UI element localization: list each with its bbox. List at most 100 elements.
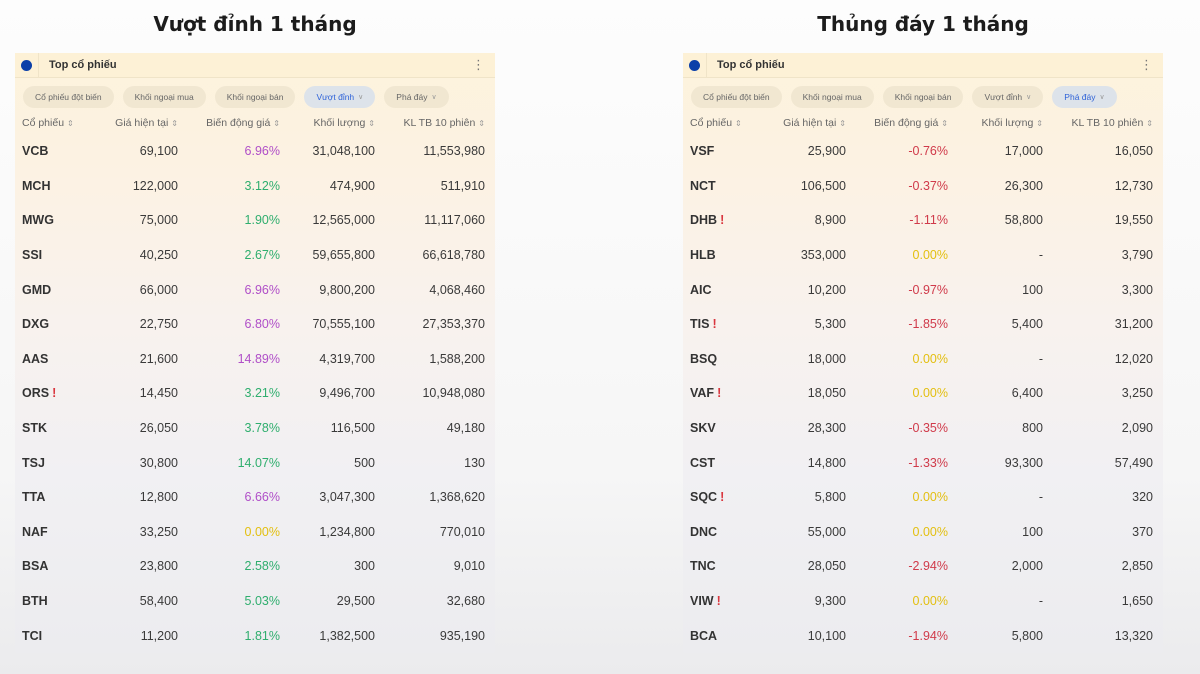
column-header[interactable]: Biến động giá ⇕ <box>874 117 948 129</box>
ticker-cell[interactable]: BSQ <box>683 352 758 366</box>
ticker-cell[interactable]: STK <box>15 421 90 435</box>
change-cell: 3.21% <box>244 386 280 401</box>
ticker: DXG <box>22 317 50 332</box>
ticker-cell[interactable]: CST <box>683 456 758 470</box>
filter-chip[interactable]: Phá đáy ∨ <box>1052 86 1117 108</box>
ticker-cell[interactable]: DNC <box>683 525 758 539</box>
column-header[interactable]: Giá hiện tại ⇕ <box>783 117 846 129</box>
table-header: Cổ phiếu ⇕ Giá hiện tại ⇕ Biến động giá ⇕ Khối… <box>683 112 1163 134</box>
ticker-cell[interactable]: VSF <box>683 144 758 158</box>
ticker-cell[interactable]: MWG <box>15 213 90 227</box>
filter-chip[interactable]: Phá đáy ∨ <box>384 86 449 108</box>
ticker-cell[interactable]: DHB! <box>683 213 758 227</box>
volume-cell: 4,319,700 <box>319 351 375 366</box>
table-row[interactable]: TSJ 30,800 14.07% 500 130 <box>15 445 495 480</box>
filter-chip[interactable]: Vượt đỉnh ∨ <box>972 86 1044 108</box>
ticker-cell[interactable]: AIC <box>683 283 758 297</box>
filter-chip[interactable]: Cổ phiếu đột biến <box>23 86 114 108</box>
ticker-cell[interactable]: BCA <box>683 629 758 643</box>
table-row[interactable]: DHB! 8,900 -1.11% 58,800 19,550 <box>683 203 1163 238</box>
table-row[interactable]: DXG 22,750 6.80% 70,555,100 27,353,370 <box>15 307 495 342</box>
ticker-cell[interactable]: NCT <box>683 179 758 193</box>
table-row[interactable]: SSI 40,250 2.67% 59,655,800 66,618,780 <box>15 238 495 273</box>
filter-chip[interactable]: Vượt đỉnh ∨ <box>304 86 376 108</box>
ticker-cell[interactable]: SSI <box>15 248 90 262</box>
table-row[interactable]: HLB 353,000 0.00% - 3,790 <box>683 238 1163 273</box>
ticker-cell[interactable]: BSA <box>15 559 90 573</box>
ticker-cell[interactable]: TTA <box>15 490 90 504</box>
filter-chip[interactable]: Khối ngoại bán <box>882 86 964 108</box>
table-row[interactable]: TCI 11,200 1.81% 1,382,500 935,190 <box>15 618 495 653</box>
kebab-menu-icon[interactable]: ⋮ <box>472 57 485 72</box>
ticker-cell[interactable]: VCB <box>15 144 90 158</box>
warning-icon: ! <box>717 386 722 401</box>
column-header[interactable]: Cổ phiếu ⇕ <box>690 117 742 129</box>
chevron-down-icon: ∨ <box>358 94 364 101</box>
table-row[interactable]: TTA 12,800 6.66% 3,047,300 1,368,620 <box>15 480 495 515</box>
ticker-cell[interactable]: ORS! <box>15 386 90 400</box>
table-row[interactable]: BSQ 18,000 0.00% - 12,020 <box>683 342 1163 377</box>
kebab-menu-icon[interactable]: ⋮ <box>1140 57 1153 72</box>
ticker: TIS <box>690 317 710 332</box>
table-row[interactable]: TNC 28,050 -2.94% 2,000 2,850 <box>683 549 1163 584</box>
table-row[interactable]: GMD 66,000 6.96% 9,800,200 4,068,460 <box>15 272 495 307</box>
table-row[interactable]: AIC 10,200 -0.97% 100 3,300 <box>683 272 1163 307</box>
ticker: BSA <box>22 559 49 574</box>
ticker-cell[interactable]: TSJ <box>15 456 90 470</box>
table-row[interactable]: MWG 75,000 1.90% 12,565,000 11,117,060 <box>15 203 495 238</box>
table-row[interactable]: CST 14,800 -1.33% 93,300 57,490 <box>683 445 1163 480</box>
ticker-cell[interactable]: GMD <box>15 283 90 297</box>
ticker-cell[interactable]: VIW! <box>683 594 758 608</box>
filter-chip[interactable]: Khối ngoại mua <box>790 86 874 108</box>
column-header[interactable]: KL TB 10 phiên ⇕ <box>403 117 485 129</box>
table-row[interactable]: BTH 58,400 5.03% 29,500 32,680 <box>15 584 495 619</box>
ticker-cell[interactable]: MCH <box>15 179 90 193</box>
ticker-cell[interactable]: DXG <box>15 317 90 331</box>
ticker-cell[interactable]: TCI <box>15 629 90 643</box>
ticker-cell[interactable]: TIS! <box>683 317 758 331</box>
table-row[interactable]: DNC 55,000 0.00% 100 370 <box>683 515 1163 550</box>
ticker-cell[interactable]: HLB <box>683 248 758 262</box>
table-row[interactable]: NAF 33,250 0.00% 1,234,800 770,010 <box>15 515 495 550</box>
table-row[interactable]: VSF 25,900 -0.76% 17,000 16,050 <box>683 134 1163 169</box>
ticker-cell[interactable]: BTH <box>15 594 90 608</box>
table-row[interactable]: SKV 28,300 -0.35% 800 2,090 <box>683 411 1163 446</box>
ticker-cell[interactable]: NAF <box>15 525 90 539</box>
table-row[interactable]: SQC! 5,800 0.00% - 320 <box>683 480 1163 515</box>
change-cell: 0.00% <box>912 386 948 401</box>
table-row[interactable]: MCH 122,000 3.12% 474,900 511,910 <box>15 169 495 204</box>
ticker: TSJ <box>22 455 45 470</box>
price-cell: 25,900 <box>807 144 846 159</box>
filter-chip[interactable]: Cổ phiếu đột biến <box>691 86 782 108</box>
column-header[interactable]: Khối lượng ⇕ <box>313 117 375 129</box>
ticker-cell[interactable]: VAF! <box>683 386 758 400</box>
filter-chip[interactable]: Khối ngoại bán <box>214 86 296 108</box>
table-row[interactable]: VAF! 18,050 0.00% 6,400 3,250 <box>683 376 1163 411</box>
column-header[interactable]: Cổ phiếu ⇕ <box>22 117 74 129</box>
table-row[interactable]: AAS 21,600 14.89% 4,319,700 1,588,200 <box>15 342 495 377</box>
price-cell: 30,800 <box>139 455 178 470</box>
avg10-cell: 19,550 <box>1114 213 1153 228</box>
price-cell: 69,100 <box>139 144 178 159</box>
table-row[interactable]: BSA 23,800 2.58% 300 9,010 <box>15 549 495 584</box>
column-header[interactable]: KL TB 10 phiên ⇕ <box>1071 117 1153 129</box>
table-row[interactable]: STK 26,050 3.78% 116,500 49,180 <box>15 411 495 446</box>
ticker-cell[interactable]: SQC! <box>683 490 758 504</box>
table-row[interactable]: TIS! 5,300 -1.85% 5,400 31,200 <box>683 307 1163 342</box>
column-header[interactable]: Biến động giá ⇕ <box>206 117 280 129</box>
column-header[interactable]: Giá hiện tại ⇕ <box>115 117 178 129</box>
volume-cell: 26,300 <box>1004 178 1043 193</box>
table-row[interactable]: NCT 106,500 -0.37% 26,300 12,730 <box>683 169 1163 204</box>
filter-chip-label: Cổ phiếu đột biến <box>703 92 770 102</box>
table-row[interactable]: VIW! 9,300 0.00% - 1,650 <box>683 584 1163 619</box>
table-row[interactable]: BCA 10,100 -1.94% 5,800 13,320 <box>683 618 1163 653</box>
ticker-cell[interactable]: TNC <box>683 559 758 573</box>
table-row[interactable]: ORS! 14,450 3.21% 9,496,700 10,948,080 <box>15 376 495 411</box>
ticker-cell[interactable]: AAS <box>15 352 90 366</box>
table-row[interactable]: VCB 69,100 6.96% 31,048,100 11,553,980 <box>15 134 495 169</box>
column-header[interactable]: Khối lượng ⇕ <box>981 117 1043 129</box>
price-cell: 5,800 <box>814 490 846 505</box>
avg10-cell: 1,368,620 <box>429 490 485 505</box>
ticker-cell[interactable]: SKV <box>683 421 758 435</box>
filter-chip[interactable]: Khối ngoại mua <box>122 86 206 108</box>
